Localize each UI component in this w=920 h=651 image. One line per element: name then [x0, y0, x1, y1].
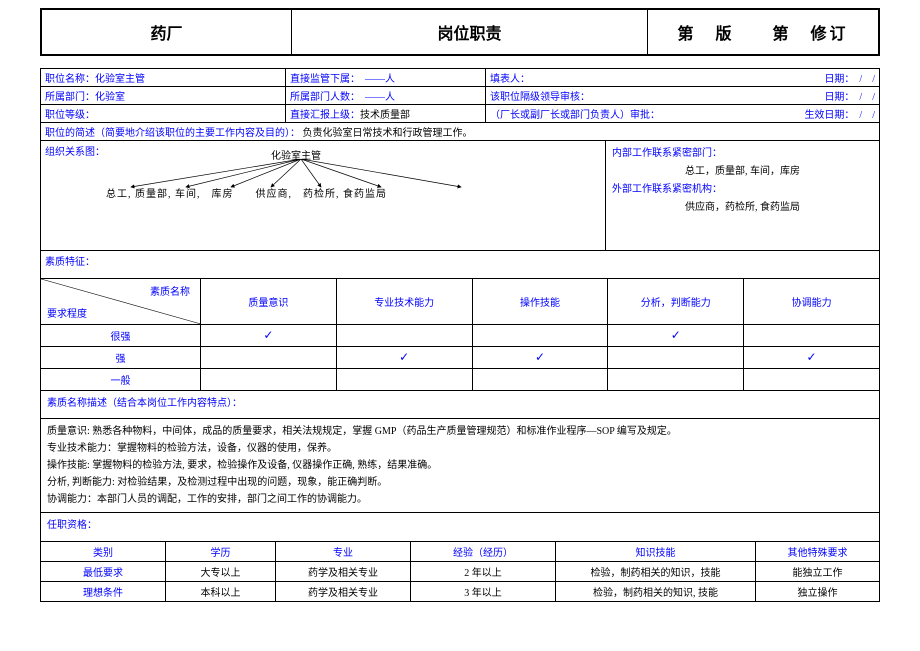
- internal-label: 内部工作联系紧密部门：: [612, 145, 873, 163]
- desc-line-3: 分析, 判断能力: 对检验结果，及检测过程中出现的问题，现象，能正确判断。: [47, 474, 873, 491]
- report-to: 直接汇报上级：技术质量部: [286, 105, 486, 122]
- approver-label: （厂长或副厂长或部门负责人）审批：: [490, 110, 660, 121]
- direct-subordinates: 直接监管下属： ——人: [286, 69, 486, 86]
- desc-label: 素质名称描述（结合本岗位工作内容特点）：: [41, 391, 879, 419]
- company-name: 药厂: [42, 10, 292, 54]
- skill-col-3: 分析，判断能力: [608, 279, 744, 324]
- org-chart-area: 组织关系图： 化验室主管 总工, 质量部, 车间, 库房 供应商, 药检所, 食…: [41, 141, 879, 251]
- document-title: 岗位职责: [292, 10, 648, 54]
- effective-date: 生效日期： / /: [804, 106, 875, 121]
- desc-content: 质量意识: 熟悉各种物料，中间体，成品的质量要求，相关法规规定，掌握 GMP（药…: [41, 419, 879, 513]
- reviewer-date: 日期： / /: [824, 88, 875, 103]
- external-label: 外部工作联系紧密机构：: [612, 181, 873, 199]
- desc-line-0: 质量意识: 熟悉各种物料，中间体，成品的质量要求，相关法规规定，掌握 GMP（药…: [47, 423, 873, 440]
- department-count: 所属部门人数： ——人: [286, 87, 486, 104]
- org-label: 组织关系图：: [45, 147, 105, 158]
- qual-head: 类别 学历 专业 经验（经历） 知识技能 其他特殊要求: [41, 541, 879, 561]
- skill-col-2: 操作技能: [473, 279, 609, 324]
- skill-row-2: 一般: [41, 368, 879, 390]
- desc-line-1: 专业技术能力：掌握物料的检验方法，设备，仪器的使用，保养。: [47, 440, 873, 457]
- skill-row-0: 很强 ✓ ✓: [41, 324, 879, 346]
- internal-list: 总工，质量部, 车间，库房: [612, 163, 873, 181]
- org-bottom-nodes: 总工, 质量部, 车间, 库房 供应商, 药检所, 食药监局: [106, 185, 387, 200]
- skill-col-1: 专业技术能力: [337, 279, 473, 324]
- department: 所属部门：化验室: [41, 87, 286, 104]
- trait-label: 素质特征：: [41, 251, 879, 279]
- brief-label: 职位的简述（简要地介绍该职位的主要工作内容及目的）：: [45, 128, 300, 139]
- brief-row: 职位的简述（简要地介绍该职位的主要工作内容及目的）： 负责化验室日常技术和行政管…: [41, 123, 879, 141]
- filler-date: 日期： / /: [824, 70, 875, 85]
- skill-col-4: 协调能力: [744, 279, 879, 324]
- external-list: 供应商，药检所, 食药监局: [612, 199, 873, 217]
- document-header: 药厂 岗位职责 第 版 第 修订: [40, 8, 880, 56]
- skill-corner: 素质名称 要求程度: [41, 279, 201, 324]
- filler-label: 填表人：: [490, 74, 530, 85]
- org-right-panel: 内部工作联系紧密部门： 总工，质量部, 车间，库房 外部工作联系紧密机构： 供应…: [606, 141, 879, 250]
- qual-label: 任职资格：: [41, 513, 879, 541]
- reviewer-cell: 该职位隔级领导审核： 日期： / /: [486, 87, 879, 104]
- position-name: 职位名称：化验室主管: [41, 69, 286, 86]
- desc-line-4: 协调能力：本部门人员的调配，工作的安排，部门之间工作的协调能力。: [47, 491, 873, 508]
- filler-cell: 填表人： 日期： / /: [486, 69, 879, 86]
- desc-line-2: 操作技能: 掌握物料的检验方法, 要求，检验操作及设备, 仪器操作正确, 熟练，…: [47, 457, 873, 474]
- skill-row-1: 强 ✓ ✓ ✓: [41, 346, 879, 368]
- main-content: 职位名称：化验室主管 直接监管下属： ——人 填表人： 日期： / / 所属部门…: [40, 68, 880, 602]
- version-info: 第 版 第 修订: [648, 10, 878, 54]
- skill-table: 素质名称 要求程度 质量意识 专业技术能力 操作技能 分析，判断能力 协调能力 …: [41, 279, 879, 391]
- qual-row-ideal: 理想条件 本科以上 药学及相关专业 3 年以上 检验，制药相关的知识, 技能 独…: [41, 581, 879, 601]
- approver-cell: （厂长或副厂长或部门负责人）审批： 生效日期： / /: [486, 105, 879, 122]
- reviewer-label: 该职位隔级领导审核：: [490, 92, 590, 103]
- skill-col-0: 质量意识: [201, 279, 337, 324]
- brief-text: 负责化验室日常技术和行政管理工作。: [303, 128, 473, 139]
- position-level: 职位等级：: [41, 105, 286, 122]
- qual-row-min: 最低要求 大专以上 药学及相关专业 2 年以上 检验，制药相关的知识，技能 能独…: [41, 561, 879, 581]
